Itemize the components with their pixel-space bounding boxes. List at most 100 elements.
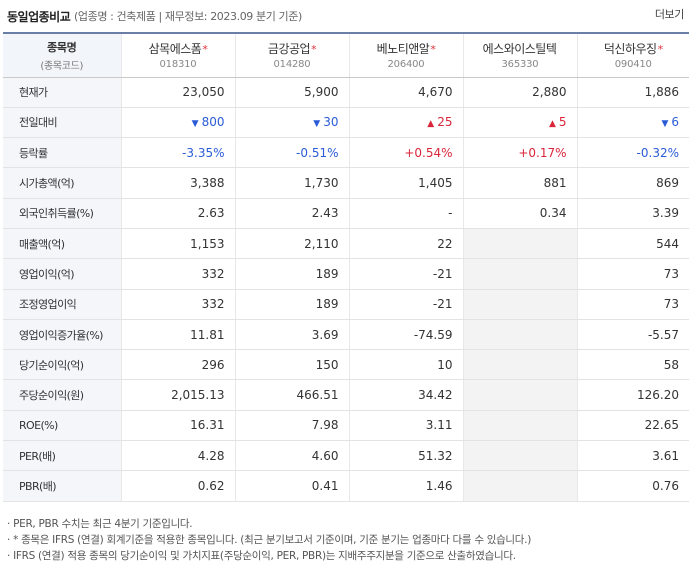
section-subtitle: (업종명 : 건축제품 | 재무정보: 2023.09 분기 기준): [74, 10, 302, 23]
table-cell: 881: [462, 167, 577, 199]
table-cell: 3,388: [120, 167, 235, 199]
table-cell: 0.34: [462, 198, 577, 229]
table-row: 전일대비 ▼ 800 ▼ 30 ▲ 25 ▲ 5 ▼ 6: [3, 107, 689, 139]
table-cell: 1.46: [348, 470, 463, 502]
table-cell: [462, 379, 577, 411]
table-cell: 1,730: [234, 167, 349, 199]
table-body: 현재가 23,050 5,900 4,670 2,880 1,886 전일대비 ▼ 800 ▼ 30…: [3, 77, 689, 502]
more-link[interactable]: 더보기: [654, 8, 685, 21]
table-cell: -21: [348, 289, 463, 320]
table-cell: 0.41: [234, 470, 349, 502]
corner-label: 종목명: [47, 40, 77, 54]
section-header: 동일업종비교 (업종명 : 건축제품 | 재무정보: 2023.09 분기 기준…: [0, 0, 692, 30]
table-row: 당기순이익(억) 296 150 10 58: [3, 349, 689, 381]
row-label: 전일대비: [3, 107, 121, 139]
row-label: 시가총액(억): [3, 167, 121, 199]
table-cell: 2.43: [234, 198, 349, 229]
down-arrow-icon: ▼: [191, 119, 199, 130]
table-cell: 4.28: [120, 440, 235, 472]
table-row: 매출액(억) 1,153 2,110 22 544: [3, 228, 689, 260]
row-label: 매출액(억): [3, 228, 121, 260]
table-cell: 23,050: [120, 77, 235, 108]
table-cell: -74.59: [348, 319, 463, 351]
ifrs-star-icon: *: [430, 43, 436, 57]
row-label: 등락률: [3, 137, 121, 169]
table-cell: [462, 410, 577, 442]
footnote: · * 종목은 IFRS (연결) 회계기준을 적용한 종목입니다. (최근 분…: [7, 534, 531, 546]
table-cell: +0.54%: [348, 137, 463, 169]
ifrs-star-icon: *: [202, 43, 208, 57]
table-cell: 544: [576, 228, 689, 260]
company-header[interactable]: 금강공업* 014280: [234, 32, 349, 78]
row-label: PBR(배): [3, 470, 121, 502]
company-header[interactable]: 베노티앤알* 206400: [348, 32, 463, 78]
company-header[interactable]: 에스와이스틸텍 365330: [462, 32, 577, 78]
table-cell: 189: [234, 258, 349, 290]
table-cell: [462, 440, 577, 472]
table-cell: 0.62: [120, 470, 235, 502]
table-row: 시가총액(억) 3,388 1,730 1,405 881 869: [3, 167, 689, 199]
table-cell: 3.39: [576, 198, 689, 229]
table-cell: 466.51: [234, 379, 349, 411]
row-label: 조정영업이익: [3, 289, 121, 320]
table-row: ROE(%) 16.31 7.98 3.11 22.65: [3, 410, 689, 442]
company-code: 206400: [387, 59, 425, 71]
table-cell: ▼ 6: [576, 107, 689, 139]
ifrs-star-icon: *: [657, 43, 664, 57]
footnote: · IFRS (연결) 적용 종목의 당기순이익 및 가치지표(주당순이익, P…: [7, 550, 516, 562]
company-name-link[interactable]: 베노티앤알*: [376, 42, 436, 57]
table-row: 영업이익(억) 332 189 -21 73: [3, 258, 689, 290]
table-cell: 3.69: [234, 319, 349, 351]
table-cell: 332: [120, 289, 235, 320]
table-cell: 5,900: [234, 77, 349, 108]
table-cell: [462, 258, 577, 290]
down-arrow-icon: ▼: [661, 119, 669, 130]
table-cell: 4.60: [234, 440, 349, 472]
table-cell: -0.32%: [576, 137, 689, 169]
corner-sublabel: (종목코드): [40, 60, 84, 72]
table-row: 주당순이익(원) 2,015.13 466.51 34.42 126.20: [3, 379, 689, 411]
table-cell: ▲ 5: [462, 107, 577, 139]
table-row: PBR(배) 0.62 0.41 1.46 0.76: [3, 470, 689, 502]
company-header[interactable]: 덕신하우징* 090410: [576, 32, 689, 78]
table-cell: 1,405: [348, 167, 463, 199]
table-row: 영업이익증가율(%) 11.81 3.69 -74.59 -5.57: [3, 319, 689, 351]
company-code: 018310: [159, 59, 197, 71]
row-label: 외국인취득률(%): [3, 198, 121, 229]
row-label: 영업이익(억): [3, 258, 121, 290]
company-name-link[interactable]: 에스와이스틸텍: [482, 42, 557, 57]
down-arrow-icon: ▼: [313, 119, 321, 130]
table-cell: 332: [120, 258, 235, 290]
table-cell: -0.51%: [234, 137, 349, 169]
table-cell: 11.81: [120, 319, 235, 351]
table-cell: 869: [576, 167, 689, 199]
ifrs-star-icon: *: [311, 43, 317, 57]
table-row: 현재가 23,050 5,900 4,670 2,880 1,886: [3, 77, 689, 108]
table-cell: -5.57: [576, 319, 689, 351]
table-cell: ▲ 25: [348, 107, 463, 139]
table-cell: 296: [120, 349, 235, 381]
footnote: · PER, PBR 수치는 최근 4분기 기준입니다.: [7, 518, 193, 530]
table-cell: 16.31: [120, 410, 235, 442]
company-code: 014280: [273, 59, 311, 71]
table-cell: 2,880: [462, 77, 577, 108]
table-cell: 73: [576, 289, 689, 320]
row-label: 당기순이익(억): [3, 349, 121, 381]
table-cell: 3.61: [576, 440, 689, 472]
company-name-link[interactable]: 금강공업*: [267, 42, 317, 57]
company-name-link[interactable]: 덕신하우징*: [603, 42, 664, 57]
table-cell: 126.20: [576, 379, 689, 411]
footnotes: · PER, PBR 수치는 최근 4분기 기준입니다. · * 종목은 IFR…: [7, 516, 531, 564]
table-row: 외국인취득률(%) 2.63 2.43-0.34 3.39: [3, 198, 689, 229]
row-label: ROE(%): [3, 410, 121, 442]
table-cell: [462, 470, 577, 502]
company-header[interactable]: 삼목에스폼* 018310: [120, 32, 235, 78]
up-arrow-icon: ▲: [427, 119, 435, 130]
table-cell: 189: [234, 289, 349, 320]
table-cell: 2,110: [234, 228, 349, 260]
table-cell: 1,153: [120, 228, 235, 260]
table-cell: 7.98: [234, 410, 349, 442]
table-cell: [462, 228, 577, 260]
company-code: 365330: [501, 59, 539, 71]
company-name-link[interactable]: 삼목에스폼*: [148, 42, 208, 57]
